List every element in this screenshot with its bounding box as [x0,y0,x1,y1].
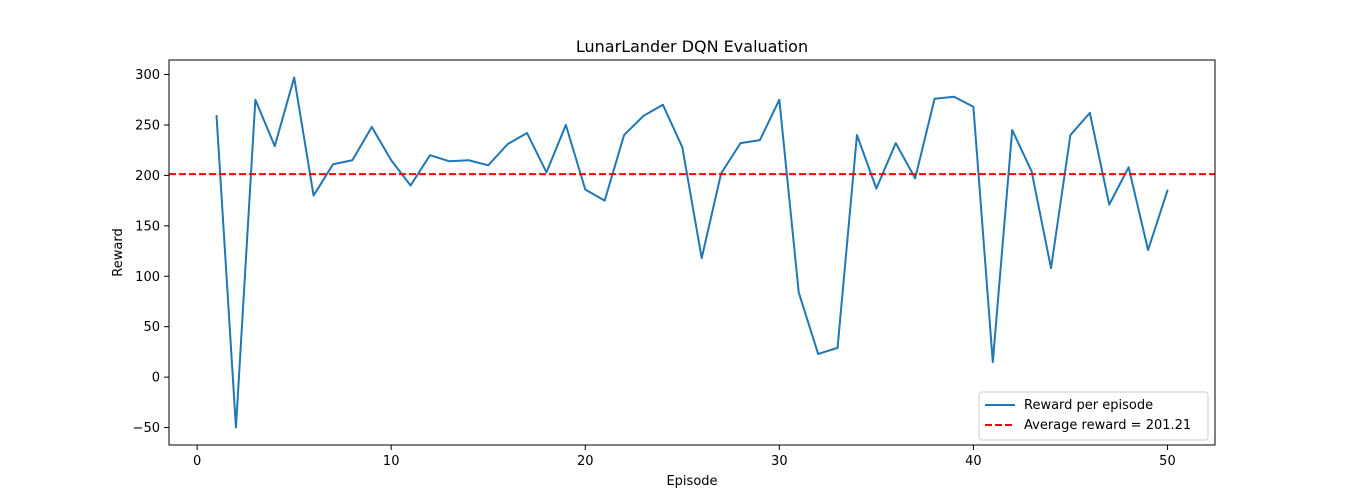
legend-label-average: Average reward = 201.21 [1024,418,1191,433]
y-tick-label: 150 [135,219,160,234]
x-tick-label: 10 [383,454,400,469]
y-axis: −50 0 50 100 150 200 250 300 [133,68,169,436]
series-line-reward [215,76,1169,429]
y-tick-label: −50 [133,421,160,436]
x-tick-label: 0 [193,454,201,469]
y-tick-label: 0 [152,371,160,386]
x-tick-label: 40 [965,454,982,469]
y-tick-label: 50 [143,320,160,335]
plot-frame [168,59,1216,446]
y-tick-label: 300 [135,68,160,83]
legend-box [978,391,1209,441]
chart-title: LunarLander DQN Evaluation [576,37,808,56]
legend-label-reward: Reward per episode [1024,398,1153,413]
x-axis: 0 10 20 30 40 50 [193,445,1176,469]
legend: Reward per episode Average reward = 201.… [978,391,1209,441]
x-axis-label: Episode [666,474,717,489]
y-tick-label: 100 [135,270,160,285]
plot-area [169,76,1215,429]
y-tick-label: 200 [135,169,160,184]
x-tick-label: 30 [771,454,788,469]
x-tick-label: 50 [1159,454,1176,469]
x-tick-label: 20 [577,454,594,469]
y-tick-label: 250 [135,118,160,133]
y-axis-label: Reward [111,228,126,276]
